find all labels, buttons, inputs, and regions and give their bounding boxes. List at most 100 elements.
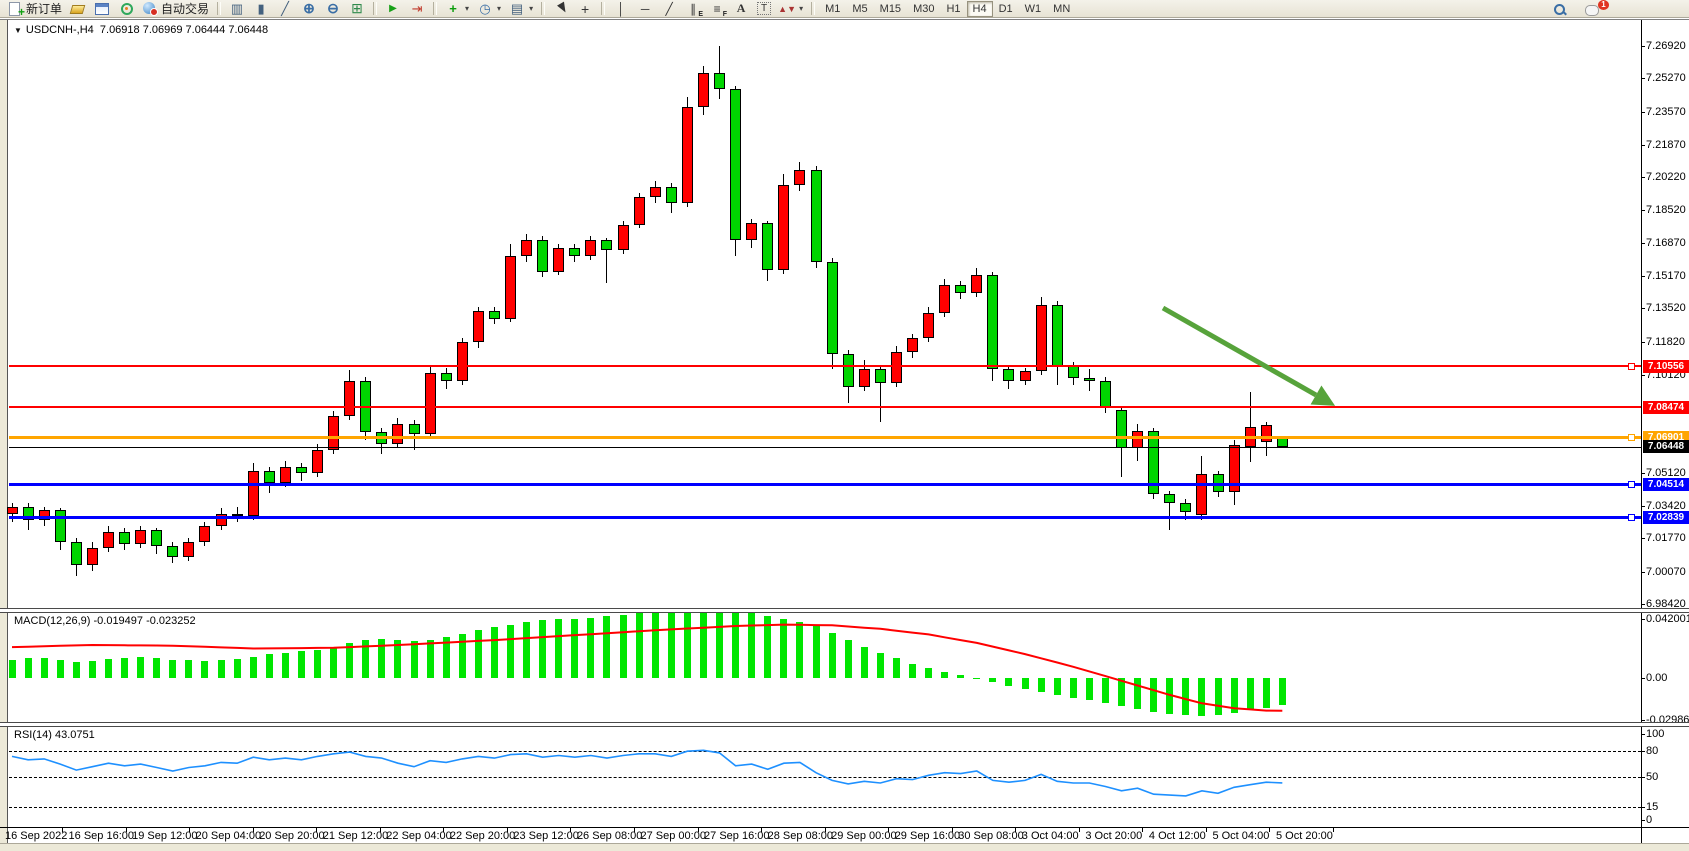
horizontal-line-button[interactable]: ─ [633, 0, 657, 17]
level-line-handle[interactable] [1628, 514, 1635, 521]
macd-histogram-bar [153, 657, 161, 678]
time-axis-label: 19 Sep 12:00 [132, 830, 198, 842]
toolbar-separator [811, 2, 816, 15]
macd-histogram-bar [619, 614, 627, 678]
time-axis-tick [633, 827, 635, 832]
rsi-level-line [9, 807, 1641, 809]
line-chart-button[interactable]: ╱ [273, 0, 297, 17]
tile-windows-button[interactable]: ⊞ [345, 0, 369, 17]
candle [778, 185, 790, 270]
signal-icon [118, 1, 134, 16]
equidistant-channel-button[interactable]: ∥ E [681, 0, 705, 19]
macd-histogram-bar [137, 656, 145, 678]
horizontal-level-line[interactable] [9, 406, 1641, 409]
candle [858, 369, 870, 388]
fibonacci-icon-sub: F [722, 11, 728, 18]
chart-collapse-icon[interactable]: ▼ [14, 26, 22, 35]
trendline-button[interactable]: ╱ [657, 0, 681, 17]
time-axis-label: 27 Sep 00:00 [640, 830, 706, 842]
period-button-d1[interactable]: D1 [998, 2, 1013, 15]
text-button[interactable]: A [729, 0, 753, 17]
macd-histogram-bar [24, 658, 32, 678]
vertical-line-button[interactable]: │ [609, 0, 633, 17]
macd-histogram-bar [732, 609, 740, 678]
macd-histogram-bar [217, 660, 225, 678]
signals-button[interactable] [114, 0, 138, 17]
fibonacci-button[interactable]: ≡ F [705, 0, 729, 19]
data-window-button[interactable] [90, 0, 114, 17]
zoom-out-button[interactable]: ⊖ [321, 0, 345, 17]
toolbar-separator [217, 2, 222, 15]
chevron-down-icon[interactable]: ▾ [799, 4, 804, 13]
period-button-h1[interactable]: H1 [946, 2, 961, 15]
macd-histogram-bar [72, 661, 80, 678]
arrows-button[interactable]: ▲▼ ▾ [775, 0, 807, 17]
rsi-level-line [9, 751, 1641, 753]
zoom-in-button[interactable]: ⊕ [297, 0, 321, 17]
candle [231, 514, 243, 517]
chevron-down-icon[interactable]: ▾ [465, 4, 470, 13]
autotrading-button[interactable]: 自动交易 [138, 0, 213, 17]
level-line-handle[interactable] [1628, 481, 1635, 489]
chevron-down-icon[interactable]: ▾ [529, 4, 534, 13]
chart-shift-button[interactable]: ⇥ [405, 0, 429, 17]
candle [521, 240, 533, 256]
candle-chart-button[interactable]: ▮ [249, 0, 273, 17]
candle [504, 255, 516, 319]
bar-chart-button[interactable]: ▥ [225, 0, 249, 17]
horizontal-level-line[interactable] [9, 516, 1641, 519]
rsi-pane-splitter[interactable] [0, 722, 1689, 727]
time-axis-tick [316, 827, 318, 832]
time-axis-tick [888, 827, 890, 832]
price-axis-tick [1641, 144, 1645, 146]
chat-button[interactable]: 1 [1581, 0, 1609, 18]
periods-button[interactable]: ◷ ▾ [473, 0, 505, 17]
macd-axis-label: 0.042001 [1646, 612, 1689, 625]
crosshair-button[interactable]: + [573, 0, 597, 17]
time-axis-tick [443, 827, 445, 832]
candle [263, 471, 275, 483]
period-button-m5[interactable]: M5 [852, 2, 868, 15]
candle [488, 310, 500, 319]
time-axis-tick [62, 827, 63, 832]
crosshair-icon: + [580, 0, 590, 17]
period-button-w1[interactable]: W1 [1024, 2, 1042, 15]
label-button[interactable]: T [753, 0, 775, 17]
macd-histogram-bar [362, 640, 370, 678]
chevron-down-icon[interactable]: ▾ [497, 4, 502, 13]
macd-histogram-bar [571, 618, 579, 678]
period-button-m30[interactable]: M30 [913, 2, 935, 15]
period-button-mn[interactable]: MN [1053, 2, 1071, 15]
new-order-button-label: 新订单 [26, 2, 63, 16]
period-button-m1[interactable]: M1 [825, 2, 841, 15]
price-axis-label: 6.98420 [1646, 598, 1686, 611]
auto-scroll-button[interactable]: ▶ [381, 0, 405, 17]
horizontal-level-line[interactable] [9, 483, 1641, 487]
candle [167, 545, 179, 558]
templates-button[interactable]: ▤ ▾ [505, 0, 537, 17]
indicators-button[interactable]: + ▾ [441, 0, 473, 17]
candle [601, 240, 613, 250]
period-button-h4[interactable]: H4 [966, 0, 993, 17]
search-button[interactable] [1548, 1, 1571, 18]
macd-histogram-bar [330, 647, 338, 678]
candle [1035, 304, 1047, 372]
cursor-button[interactable] [549, 0, 573, 17]
new-order-button[interactable]: 新订单 [3, 0, 66, 19]
candle [119, 531, 131, 544]
period-button-m15[interactable]: M15 [879, 2, 902, 15]
search-icon [1552, 2, 1567, 17]
horizontal-level-line[interactable] [9, 436, 1641, 440]
market-watch-button[interactable] [66, 0, 90, 17]
rsi-axis-label: 50 [1646, 771, 1659, 783]
level-line-handle[interactable] [1628, 362, 1635, 370]
time-axis-label: 3 Oct 04:00 [1021, 830, 1079, 842]
macd-histogram-bar [523, 621, 531, 678]
level-price-badge: 7.08474 [1643, 400, 1689, 414]
horizontal-level-line[interactable] [9, 365, 1641, 368]
candle [183, 541, 195, 558]
level-line-handle[interactable] [1628, 434, 1635, 442]
macd-pane-splitter[interactable] [0, 608, 1689, 613]
